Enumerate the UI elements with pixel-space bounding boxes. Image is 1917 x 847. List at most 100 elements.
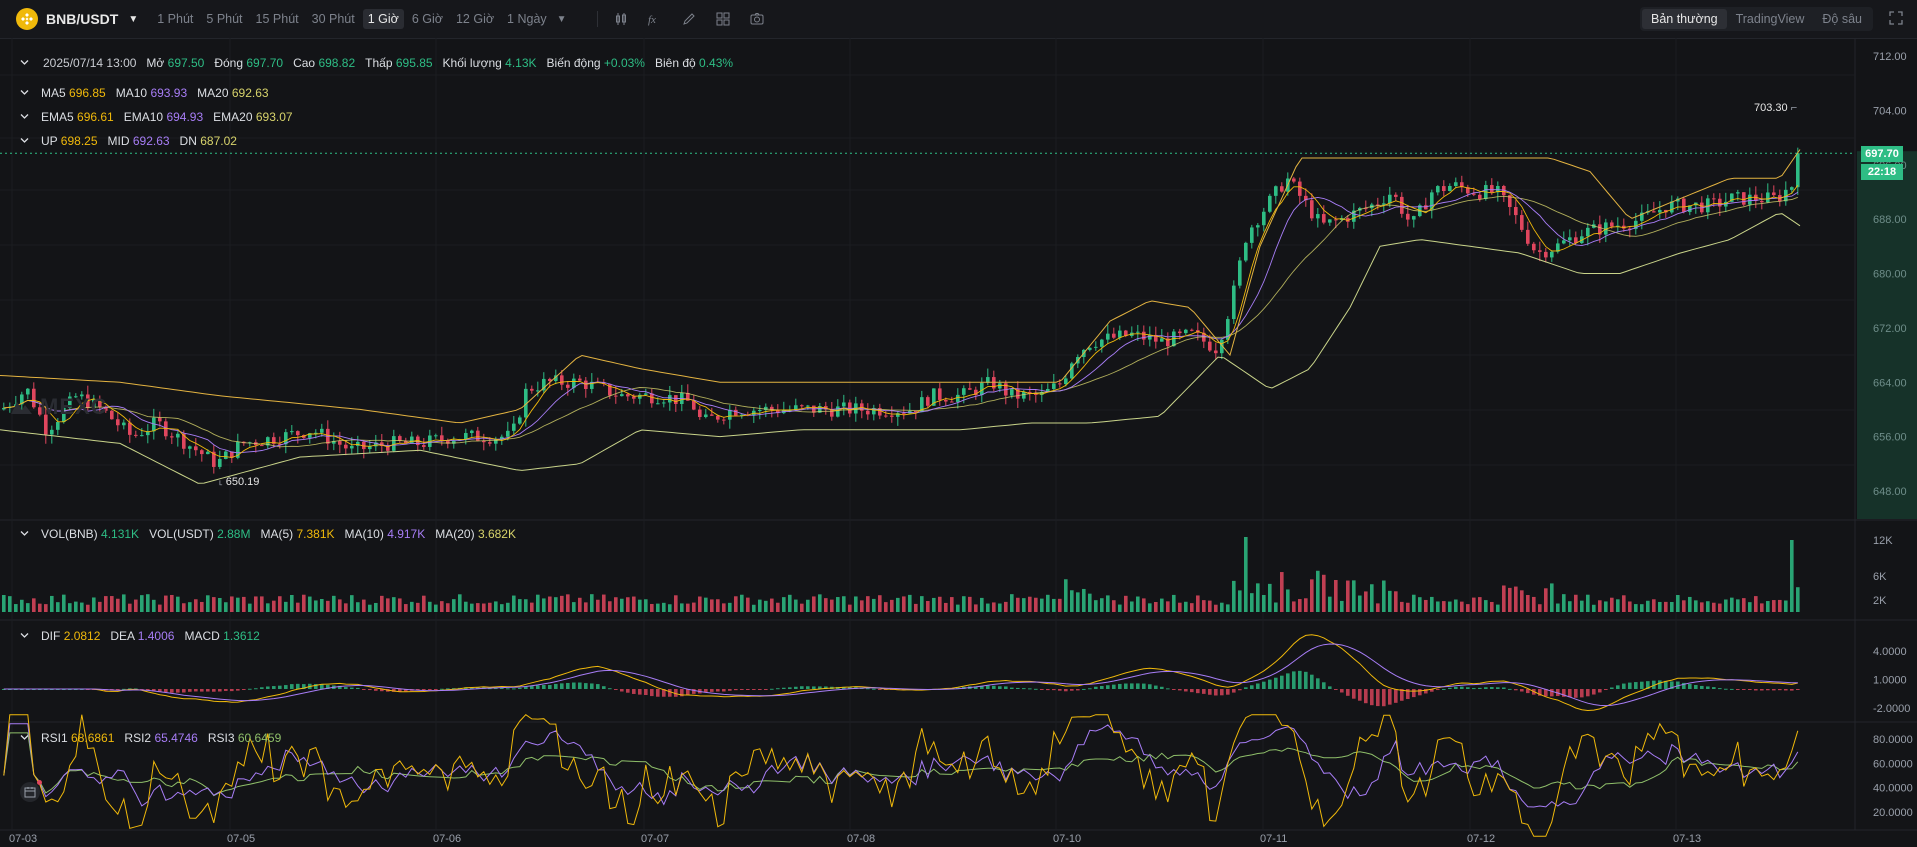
date-axis-label: 07-08 [847,833,875,845]
volume-bar [830,599,834,612]
volume-bar [1244,537,1248,612]
candle-body [1190,329,1194,331]
macd-bar [1016,687,1020,689]
candle-body [914,410,918,413]
volume-bar [98,601,102,612]
volume-bar [698,596,702,612]
volume-bar [1796,587,1800,612]
layout-grid-icon[interactable] [714,10,732,28]
macd-bar [1142,683,1146,689]
volume-bar [1394,591,1398,612]
volume-bar [1400,601,1404,612]
volume-bar [1490,601,1494,612]
candle-body [1142,331,1146,340]
pair-title[interactable]: BNB/USDT [46,11,119,27]
view-basic-tab[interactable]: Bản thường [1641,9,1727,29]
macd-bar [440,688,444,690]
macd-bar [1262,681,1266,689]
macd-bar [1712,687,1716,689]
indicator-fx-icon[interactable]: fx [646,10,664,28]
candle-body [1400,196,1404,214]
macd-bar [1568,689,1572,698]
fullscreen-icon[interactable] [1889,11,1903,25]
macd-bar [1508,688,1512,690]
interval-1h[interactable]: 1 Giờ [362,9,404,29]
interval-6h[interactable]: 6 Giờ [411,12,443,26]
volume-bar [134,599,138,612]
macd-bar [1094,686,1098,689]
volume-bar [722,603,726,612]
macd-bar [1646,681,1650,689]
candle-body [1136,331,1140,333]
ohlc-legend: 2025/07/14 13:00 Mở 697.50 Đóng 697.70 C… [20,56,743,70]
candle-body [836,406,840,417]
volume-bar [1676,595,1680,612]
vol-ma5-value: 7.381K [296,527,335,541]
collapse-chevron-icon[interactable] [20,136,29,145]
volume-legend: VOL(BNB) 4.131K VOL(USDT) 2.88M MA(5) 7.… [20,527,526,541]
collapse-chevron-icon[interactable] [20,58,29,67]
more-intervals-icon[interactable]: ▼ [556,13,567,25]
macd-bar [1418,689,1422,696]
high-label: Cao [293,56,316,70]
view-depth-tab[interactable]: Độ sâu [1822,12,1862,26]
macd-bar [602,686,606,689]
macd-bar [878,689,882,690]
candle-body [314,432,318,434]
volume-bar [668,604,672,612]
ma-legend: MA5 696.85 MA10 693.93 MA20 692.63 [20,86,279,100]
boll-legend: UP 698.25 MID 692.63 DN 687.02 [20,134,247,148]
interval-15m[interactable]: 15 Phút [255,12,299,26]
macd-bar [1226,689,1230,695]
volume-bar [374,602,378,612]
low-label: Thấp [365,56,393,70]
view-tradingview-tab[interactable]: TradingView [1735,12,1805,26]
collapse-chevron-icon[interactable] [20,88,29,97]
macd-bar [578,682,582,689]
macd-bar [356,687,360,689]
interval-1m[interactable]: 1 Phút [157,12,194,26]
candle-body [1688,205,1692,212]
candle-body [1064,378,1068,385]
volume-bar [1352,580,1356,612]
macd-bar [1112,684,1116,689]
candle-body [218,458,222,467]
macd-bar [1688,683,1692,689]
volume-bar [704,597,708,612]
collapse-chevron-icon[interactable] [20,631,29,640]
pair-dropdown-icon[interactable]: ▼ [128,13,139,25]
macd-bar [1010,687,1014,689]
candle-body [884,415,888,417]
candle-body [32,388,36,408]
volume-bar [926,600,930,612]
interval-30m[interactable]: 30 Phút [311,12,355,26]
boll-up-label: UP [41,134,58,148]
volume-bar [1292,601,1296,612]
interval-1d[interactable]: 1 Ngày [507,12,547,26]
volume-bar [1268,583,1272,612]
chart-settings-button[interactable] [20,780,42,802]
interval-12h[interactable]: 12 Giờ [455,12,495,26]
collapse-chevron-icon[interactable] [20,733,29,742]
macd-axis-label: -2.0000 [1873,703,1910,715]
candle-body [1496,185,1500,193]
draw-pen-icon[interactable] [680,10,698,28]
camera-icon[interactable] [748,10,766,28]
rsi3-label: RSI3 [207,731,235,745]
collapse-chevron-icon[interactable] [20,112,29,121]
macd-bar [992,685,996,689]
macd-bar [1394,689,1398,703]
interval-5m[interactable]: 5 Phút [206,12,243,26]
macd-bar [668,689,672,697]
volume-bar [152,599,156,612]
macd-bar [722,689,726,692]
notification-dot [37,780,42,785]
candle-type-icon[interactable] [612,10,630,28]
candle-body [1412,216,1416,220]
collapse-chevron-icon[interactable] [20,529,29,538]
macd-bar [872,688,876,690]
candle-body [434,435,438,437]
volume-bar [1670,602,1674,612]
volume-bar [1442,601,1446,612]
